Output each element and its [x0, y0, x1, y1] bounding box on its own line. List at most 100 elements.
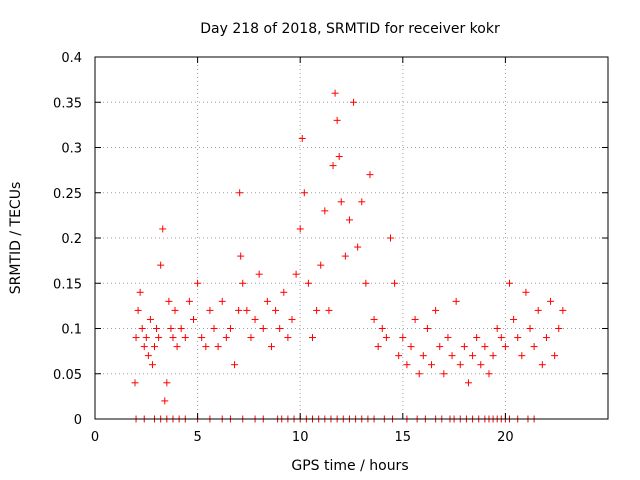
data-point: [378, 325, 386, 332]
data-point: [142, 334, 150, 342]
data-point: [138, 325, 146, 332]
data-point: [237, 252, 245, 260]
data-point: [255, 270, 263, 278]
y-tick-label: 0.4: [61, 51, 82, 66]
data-point: [530, 343, 538, 351]
data-point: [146, 315, 154, 323]
data-point: [399, 334, 407, 342]
data-point: [317, 261, 325, 269]
data-point: [189, 315, 197, 323]
data-point: [362, 279, 370, 287]
data-point: [165, 297, 173, 305]
data-point: [132, 334, 140, 342]
data-point: [514, 334, 522, 342]
data-point: [440, 370, 448, 378]
data-point: [300, 189, 308, 197]
data-point: [428, 361, 436, 369]
data-point: [284, 334, 292, 342]
data-point: [551, 352, 559, 360]
x-tick-label: 15: [395, 430, 412, 445]
data-point: [136, 288, 144, 296]
x-tick-label: 0: [91, 430, 99, 445]
axis-ticks: 0 5 10 15 20 0 0.05 0.1 0.15 0.2 0.25 0.3 0.35 0.4: [53, 51, 608, 445]
x-tick-label: 20: [497, 430, 514, 445]
data-point: [280, 288, 288, 296]
y-axis-label: SRMTID / TECUs: [8, 182, 24, 295]
data-point: [374, 343, 382, 351]
data-point: [464, 379, 472, 387]
data-point: [423, 325, 431, 332]
data-point: [167, 325, 175, 332]
data-point: [304, 279, 312, 287]
data-point: [460, 343, 468, 351]
data-point: [436, 343, 444, 351]
data-point: [159, 225, 167, 233]
data-point: [131, 379, 139, 387]
data-point: [366, 171, 374, 179]
data-point: [296, 225, 304, 233]
data-point: [239, 279, 247, 287]
data-point: [452, 297, 460, 305]
grid: [95, 57, 608, 419]
data-point: [292, 270, 300, 278]
data-point: [226, 325, 234, 332]
data-point: [151, 343, 159, 351]
data-point: [288, 315, 296, 323]
data-point: [555, 325, 563, 332]
y-tick-label: 0.1: [61, 323, 82, 338]
data-point: [218, 297, 226, 305]
data-points: [131, 89, 567, 423]
data-point: [358, 198, 366, 206]
data-point: [473, 334, 481, 342]
data-point: [481, 343, 489, 351]
data-point: [169, 334, 177, 342]
x-axis-label: GPS time / hours: [291, 458, 408, 474]
data-point: [148, 361, 156, 369]
data-point: [354, 243, 362, 251]
data-point: [235, 306, 243, 314]
data-point: [506, 279, 514, 287]
data-point: [329, 162, 337, 170]
data-point: [267, 343, 275, 351]
data-point: [231, 361, 239, 369]
data-point: [456, 361, 464, 369]
x-tick-label: 10: [292, 430, 309, 445]
data-point: [155, 334, 163, 342]
data-point: [547, 297, 555, 305]
data-point: [350, 98, 358, 106]
data-point: [411, 315, 419, 323]
data-point: [415, 370, 423, 378]
data-point: [140, 343, 148, 351]
data-point: [335, 153, 343, 161]
data-point: [134, 306, 142, 314]
data-point: [247, 334, 255, 342]
data-point: [526, 325, 534, 332]
data-point: [153, 325, 161, 332]
data-point: [222, 334, 230, 342]
y-tick-label: 0.05: [53, 368, 82, 383]
data-point: [236, 189, 244, 197]
data-point: [325, 306, 333, 314]
data-point: [518, 352, 526, 360]
data-point: [185, 297, 193, 305]
x-tick-label: 5: [193, 430, 201, 445]
data-point: [485, 370, 493, 378]
y-tick-label: 0.15: [53, 277, 82, 292]
data-point: [370, 315, 378, 323]
data-point: [489, 352, 497, 360]
data-point: [309, 334, 317, 342]
data-point: [313, 306, 321, 314]
data-point: [477, 361, 485, 369]
data-point: [177, 325, 185, 332]
data-point: [298, 134, 306, 142]
data-point: [173, 343, 181, 351]
y-tick-label: 0.35: [53, 96, 82, 111]
data-point: [391, 279, 399, 287]
data-point: [161, 397, 169, 405]
data-point: [251, 315, 259, 323]
data-point: [243, 306, 251, 314]
data-point: [444, 334, 452, 342]
data-point: [497, 334, 505, 342]
data-point: [272, 306, 280, 314]
